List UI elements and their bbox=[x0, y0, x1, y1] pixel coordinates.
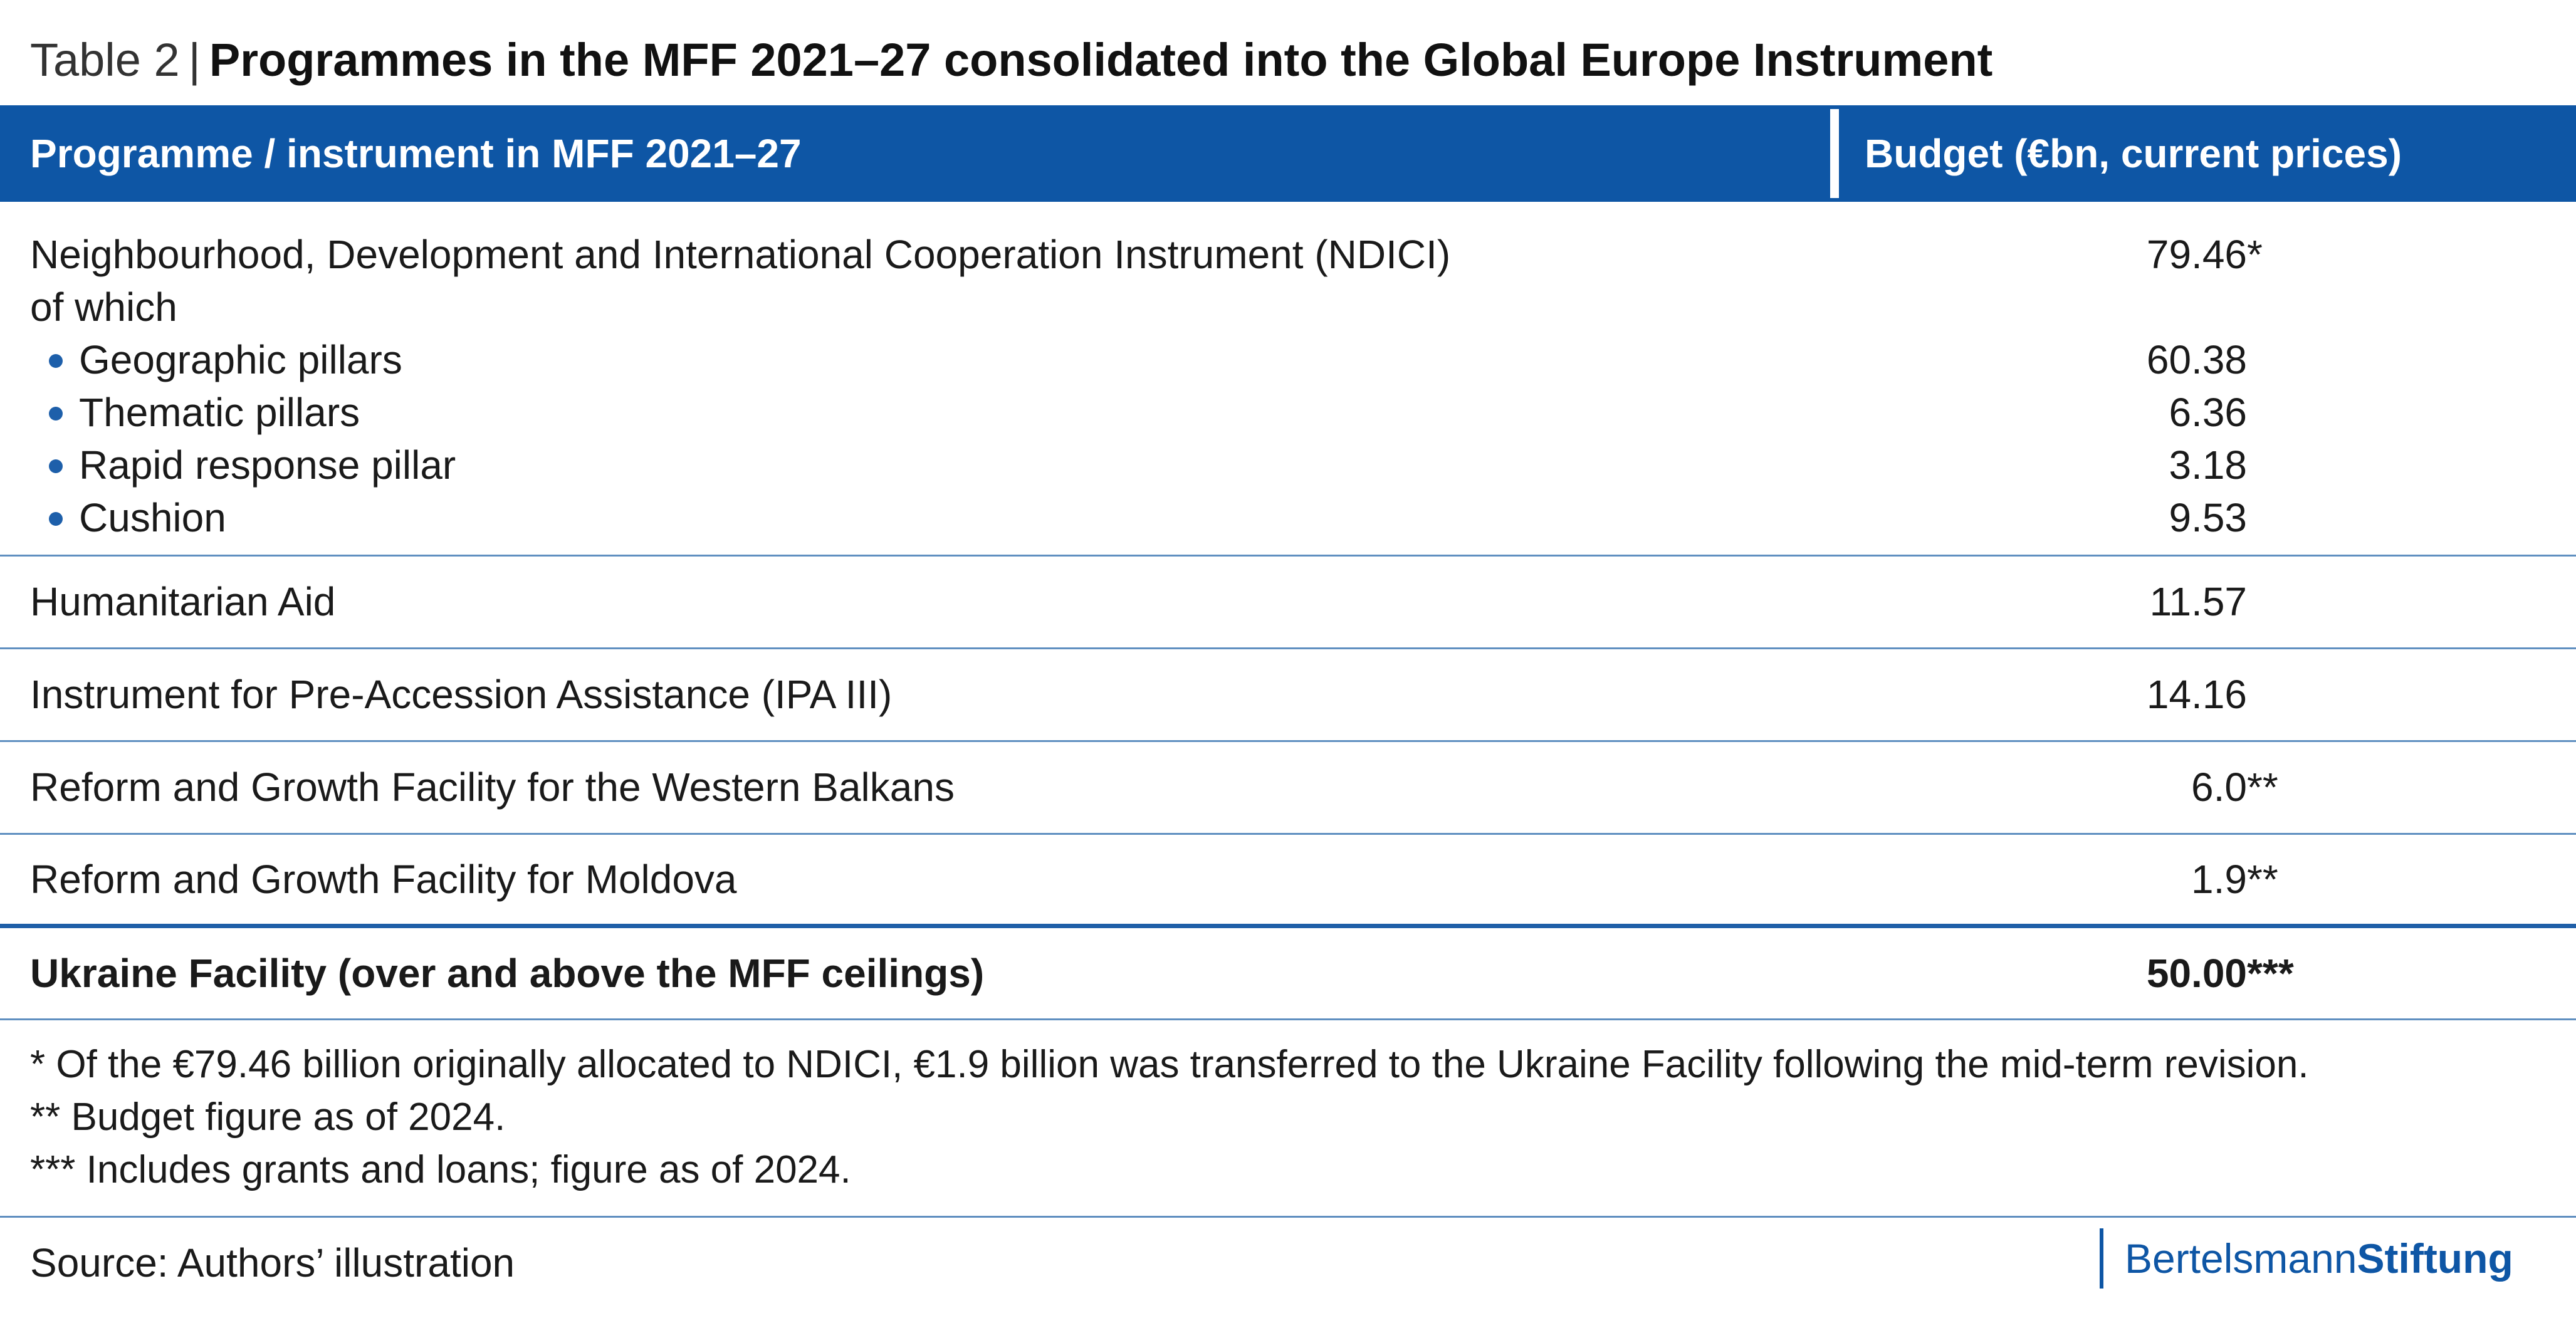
table-row: Reform and Growth Facility for Moldova 1… bbox=[0, 835, 2576, 928]
footnote: ** Budget figure as of 2024. bbox=[30, 1095, 506, 1139]
header-programme: Programme / instrument in MFF 2021–27 bbox=[30, 131, 802, 176]
bullet-icon bbox=[49, 459, 63, 473]
table-header: Programme / instrument in MFF 2021–27 Bu… bbox=[0, 105, 2576, 202]
list-item: Rapid response pillar 3.18 bbox=[0, 439, 2576, 491]
table-row: Humanitarian Aid 11.57 bbox=[0, 557, 2576, 649]
divider bbox=[0, 1216, 2576, 1218]
footnote: * Of the €79.46 billion originally alloc… bbox=[30, 1043, 2309, 1086]
bullet-icon bbox=[49, 512, 63, 526]
table-row: Instrument for Pre-Accession Assistance … bbox=[0, 649, 2576, 742]
title-separator: | bbox=[188, 34, 201, 86]
table-row-ukraine-facility: Ukraine Facility (over and above the MFF… bbox=[0, 928, 2576, 1020]
bullet-icon bbox=[49, 407, 63, 421]
footnotes: * Of the €79.46 billion originally alloc… bbox=[30, 1038, 2309, 1196]
ndici-value: 79.46* bbox=[2146, 232, 2263, 277]
table-number: Table 2 bbox=[30, 34, 180, 86]
logo-bar bbox=[2100, 1228, 2103, 1289]
table-row-ndici: Neighbourhood, Development and Internati… bbox=[0, 202, 2576, 557]
list-item: Thematic pillars 6.36 bbox=[0, 386, 2576, 439]
table-row: Reform and Growth Facility for the Weste… bbox=[0, 742, 2576, 835]
bullet-icon bbox=[49, 354, 63, 368]
ndici-label: Neighbourhood, Development and Internati… bbox=[30, 232, 1451, 277]
of-which-label: of which bbox=[30, 285, 177, 330]
table-heading: Programmes in the MFF 2021–27 consolidat… bbox=[209, 34, 1993, 86]
list-item: Cushion 9.53 bbox=[0, 491, 2576, 544]
header-budget: Budget (€bn, current prices) bbox=[1865, 131, 2402, 176]
footnote: *** Includes grants and loans; figure as… bbox=[30, 1148, 851, 1191]
source-note: Source: Authors’ illustration bbox=[30, 1240, 515, 1285]
header-divider bbox=[1830, 109, 1839, 198]
logo-text: BertelsmannStiftung bbox=[2125, 1235, 2513, 1282]
list-item: Geographic pillars 60.38 bbox=[0, 333, 2576, 386]
table-title: Table 2 | Programmes in the MFF 2021–27 co… bbox=[30, 29, 1992, 91]
